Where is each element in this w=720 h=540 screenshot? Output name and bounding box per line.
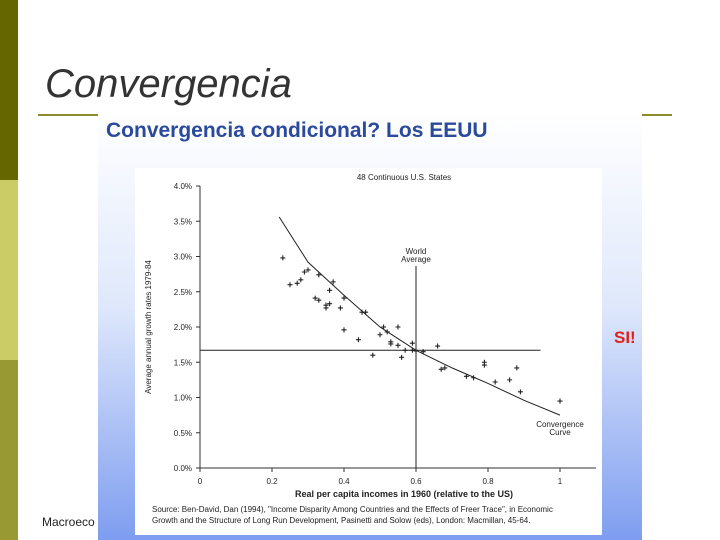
x-tick-label: 1 (558, 477, 563, 486)
side-note: SI! (614, 328, 636, 347)
y-tick-label: 3.5% (174, 217, 192, 226)
point (330, 279, 336, 285)
point (316, 272, 322, 278)
point (395, 342, 401, 348)
point (481, 359, 487, 365)
y-tick-label: 0.5% (174, 429, 192, 438)
x-tick-label: 0.2 (266, 477, 278, 486)
point (294, 280, 300, 286)
point (420, 349, 426, 355)
point (305, 267, 311, 273)
point (413, 348, 419, 354)
point (341, 327, 347, 333)
curve-label: Convergence (536, 420, 584, 429)
point (312, 295, 318, 301)
side-bar (0, 0, 18, 180)
point (316, 297, 322, 303)
point (442, 365, 448, 371)
point (381, 324, 387, 330)
point (435, 343, 441, 349)
point (471, 375, 477, 381)
point (409, 347, 415, 353)
point (355, 337, 361, 343)
side-bar (0, 360, 18, 540)
point (280, 255, 286, 261)
point (395, 324, 401, 330)
x-tick-label: 0.4 (338, 477, 350, 486)
point (402, 347, 408, 353)
y-tick-label: 0.0% (174, 464, 192, 473)
point (327, 301, 333, 307)
point (507, 377, 513, 383)
y-tick-label: 3.0% (174, 253, 192, 262)
side-bar (0, 180, 18, 360)
y-tick-label: 4.0% (174, 182, 192, 191)
point (388, 339, 394, 345)
point (298, 277, 304, 283)
x-tick-label: 0.8 (482, 477, 494, 486)
point (384, 329, 390, 335)
point (438, 366, 444, 372)
x-tick-label: 0.6 (410, 477, 422, 486)
y-tick-label: 2.5% (174, 288, 192, 297)
plot: 0.0% 0.5% 1.0% 1.5% 2.0% 2.5% 3.0% 3.5% 4.0% 0 0.2… (174, 182, 596, 486)
point (327, 287, 333, 293)
source-line: Source: Ben-David, Dan (1994), "Income D… (152, 505, 553, 514)
footer: Macroeco (42, 515, 95, 529)
point (557, 398, 563, 404)
point (341, 295, 347, 301)
source-line: Growth and the Structure of Long Run Dev… (152, 516, 530, 525)
point (363, 309, 369, 315)
y-axis-label: Average annual growth rates 1979-84 (144, 260, 153, 394)
point (287, 282, 293, 288)
y-tick-label: 2.0% (174, 323, 192, 332)
y-tick-label: 1.0% (174, 394, 192, 403)
point (370, 352, 376, 358)
point (409, 340, 415, 346)
chart-panel (135, 168, 602, 535)
point (301, 269, 307, 275)
point (377, 332, 383, 338)
point (514, 365, 520, 371)
point (463, 373, 469, 379)
point (323, 305, 329, 311)
slide-title: Convergencia (45, 62, 292, 106)
x-axis-label: Real per capita incomes in 1960 (relativ… (295, 489, 513, 499)
curve-label: Curve (549, 428, 571, 437)
reference-label: World (406, 247, 427, 256)
chart-title: 48 Continuous U.S. States (357, 173, 451, 182)
x-tick-label: 0 (198, 477, 203, 486)
point (337, 305, 343, 311)
image-heading: Convergencia condicional? Los EEUU (106, 119, 488, 142)
y-tick-label: 1.5% (174, 358, 192, 367)
point (399, 354, 405, 360)
point (517, 389, 523, 395)
reference-label: Average (401, 255, 431, 264)
point (492, 379, 498, 385)
